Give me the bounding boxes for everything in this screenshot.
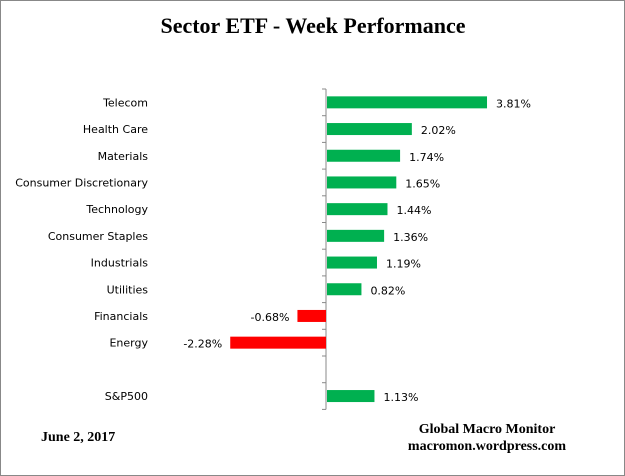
footer-source-name: Global Macro Monitor (419, 422, 556, 437)
bar (327, 283, 362, 296)
data-label: 1.13% (383, 391, 418, 404)
bar (327, 123, 412, 136)
bar (327, 176, 397, 189)
category-label: Telecom (102, 96, 148, 109)
data-label: 1.36% (393, 231, 428, 244)
category-label: Consumer Staples (48, 230, 148, 243)
data-label: -2.28% (183, 338, 222, 351)
data-label: 2.02% (421, 124, 456, 137)
category-label: Energy (109, 337, 148, 350)
category-label: Industrials (91, 257, 149, 270)
bar (327, 96, 488, 109)
bar (230, 336, 326, 349)
data-label: 0.82% (370, 284, 405, 297)
bar (327, 256, 377, 269)
category-label: Financials (94, 310, 148, 323)
bar (327, 203, 388, 216)
category-label: Technology (85, 203, 148, 216)
bar (297, 309, 326, 322)
category-label: S&P500 (105, 390, 148, 403)
data-label: 3.81% (496, 97, 531, 110)
category-label: Materials (98, 150, 149, 163)
data-label: 1.74% (409, 151, 444, 164)
bar (327, 390, 375, 403)
category-label: Consumer Discretionary (15, 176, 148, 189)
bar (327, 229, 385, 242)
chart-title: Sector ETF - Week Performance (160, 13, 465, 38)
data-label: -0.68% (251, 311, 290, 324)
data-label: 1.19% (386, 258, 421, 271)
data-label: 1.65% (405, 177, 440, 190)
data-label: 1.44% (396, 204, 431, 217)
category-label: Utilities (107, 283, 149, 296)
footer-source-url: macromon.wordpress.com (408, 439, 566, 454)
bar (327, 149, 401, 162)
category-label: Health Care (83, 123, 148, 136)
footer-date: June 2, 2017 (41, 430, 115, 445)
